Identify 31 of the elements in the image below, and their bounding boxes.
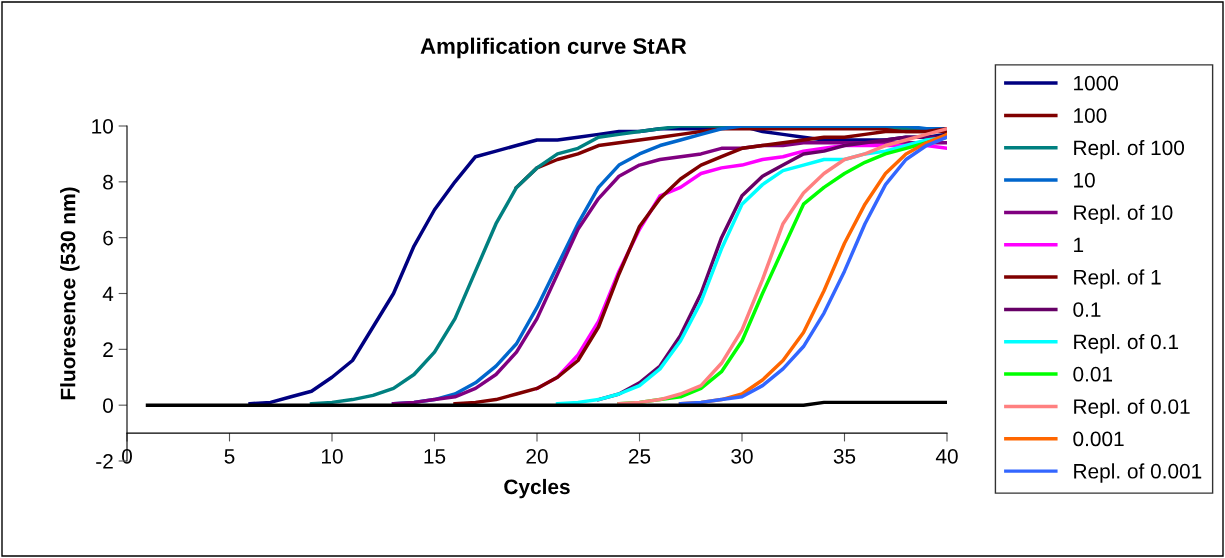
legend-label: Repl. of 1	[1074, 269, 1161, 289]
legend-label: Repl. of 0.1	[1074, 333, 1179, 354]
y-tick-label: 0	[103, 398, 113, 413]
x-tick-label: 5	[224, 449, 235, 464]
y-axis-title: Fluoresence (530 nm)	[60, 187, 80, 400]
legend-label: 100	[1074, 108, 1107, 123]
x-tick-label: 20	[526, 448, 548, 464]
y-tick-label: 4	[102, 286, 114, 302]
legend-label: Repl. of 100	[1074, 139, 1185, 160]
legend-label: Repl. of 10	[1074, 204, 1173, 225]
x-tick-label: 15	[424, 449, 446, 464]
y-tick-label: 8	[103, 174, 113, 190]
chart-title: Amplification curve StAR	[420, 37, 687, 59]
y-tick-label: 6	[103, 230, 113, 246]
legend-label: Repl. of 0.001	[1074, 463, 1202, 483]
legend-label: 10	[1074, 172, 1095, 188]
y-tick-label: 10	[92, 119, 113, 134]
y-tick-label: -2	[96, 454, 113, 469]
y-tick-label: 2	[103, 342, 113, 357]
x-tick-label: 10	[322, 448, 343, 464]
x-tick-label: 25	[628, 448, 651, 464]
x-tick-label: 35	[833, 448, 856, 464]
legend-label: Repl. of 0.01	[1074, 398, 1190, 419]
legend-label: 1	[1074, 237, 1084, 253]
legend-label: 0.01	[1073, 366, 1113, 382]
x-tick-label: 30	[731, 448, 753, 464]
legend-label: 0.1	[1073, 302, 1101, 317]
legend-label: 1000	[1074, 75, 1119, 91]
legend-label: 0.001	[1073, 431, 1124, 447]
x-tick-label: 40	[935, 448, 958, 464]
x-axis-title: Cycles	[504, 478, 570, 499]
